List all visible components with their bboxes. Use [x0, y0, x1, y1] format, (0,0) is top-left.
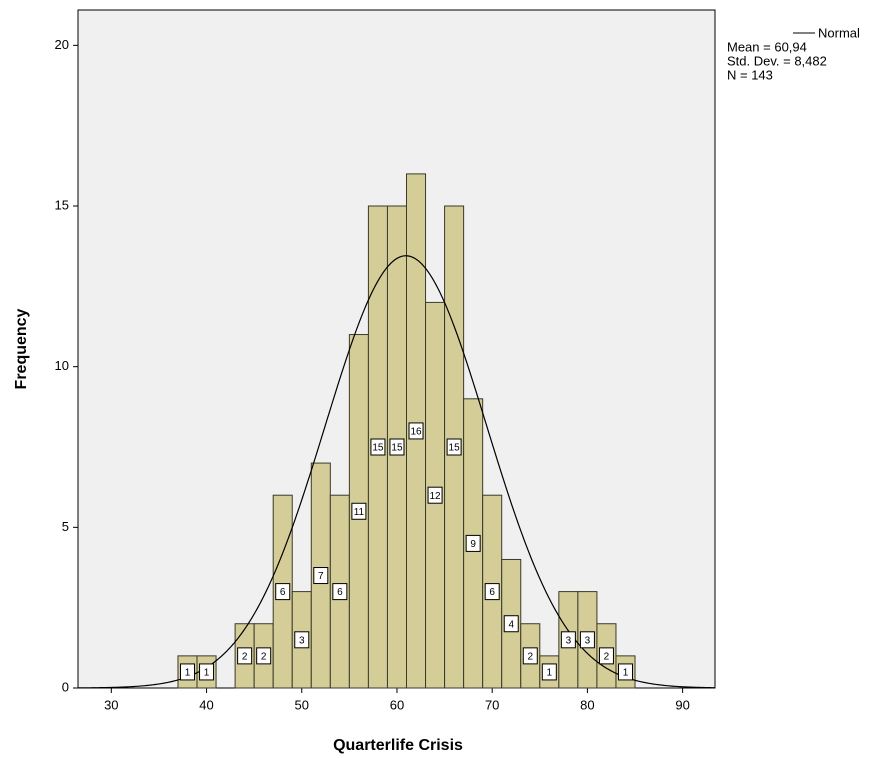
- data-label: 15: [449, 443, 461, 454]
- stat-label: Std. Dev. = 8,482: [727, 53, 827, 68]
- x-tick-label: 80: [580, 697, 594, 712]
- x-tick-label: 50: [295, 697, 309, 712]
- data-label: 2: [261, 652, 267, 663]
- y-tick-label: 0: [62, 679, 69, 694]
- data-label: 3: [566, 635, 572, 646]
- data-label: 2: [527, 652, 533, 663]
- legend-label: Normal: [818, 25, 860, 40]
- data-label: 1: [547, 668, 553, 679]
- data-label: 1: [185, 668, 191, 679]
- y-tick-label: 10: [55, 358, 69, 373]
- x-tick-label: 40: [199, 697, 213, 712]
- data-label: 12: [430, 491, 442, 502]
- data-label: 15: [391, 443, 403, 454]
- data-label: 6: [280, 587, 286, 598]
- chart: Frequency Quarterlife Crisis Normal Mean…: [0, 0, 873, 758]
- x-tick-label: 60: [390, 697, 404, 712]
- data-label: 9: [470, 539, 476, 550]
- x-axis-title: Quarterlife Crisis: [333, 737, 463, 754]
- data-label: 7: [318, 571, 324, 582]
- x-tick-label: 30: [104, 697, 118, 712]
- y-tick-label: 15: [55, 197, 69, 212]
- stat-label: N = 143: [727, 67, 773, 82]
- data-label: 16: [410, 427, 422, 438]
- data-label: 2: [604, 652, 610, 663]
- data-label: 2: [242, 652, 248, 663]
- data-label: 6: [337, 587, 343, 598]
- y-tick-label: 20: [55, 37, 69, 52]
- data-label: 3: [299, 635, 305, 646]
- data-label: 1: [204, 668, 210, 679]
- data-label: 15: [372, 443, 384, 454]
- data-label: 11: [354, 507, 365, 518]
- data-label: 4: [508, 619, 514, 630]
- data-label: 1: [623, 668, 629, 679]
- y-axis-title: Frequency: [13, 308, 30, 389]
- data-label: 6: [489, 587, 495, 598]
- x-tick-label: 90: [675, 697, 689, 712]
- y-tick-label: 5: [62, 519, 69, 534]
- stat-label: Mean = 60,94: [727, 39, 807, 54]
- x-tick-label: 70: [485, 697, 499, 712]
- data-label: 3: [585, 635, 591, 646]
